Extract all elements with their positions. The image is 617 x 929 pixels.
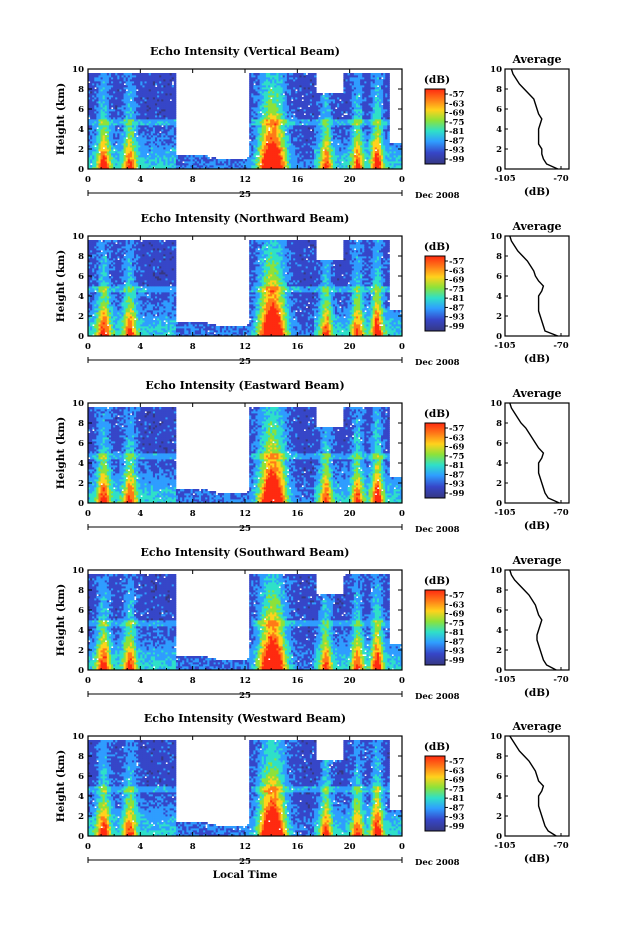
panel-1: Echo Intensity (Vertical Beam)0246810Hei… [55, 45, 569, 201]
heatmap-cell [314, 73, 316, 75]
heatmap-cells [88, 73, 402, 169]
heatmap-cell [174, 73, 176, 75]
panel-title: Echo Intensity (Vertical Beam) [150, 45, 340, 58]
heatmap-cell [314, 87, 316, 89]
